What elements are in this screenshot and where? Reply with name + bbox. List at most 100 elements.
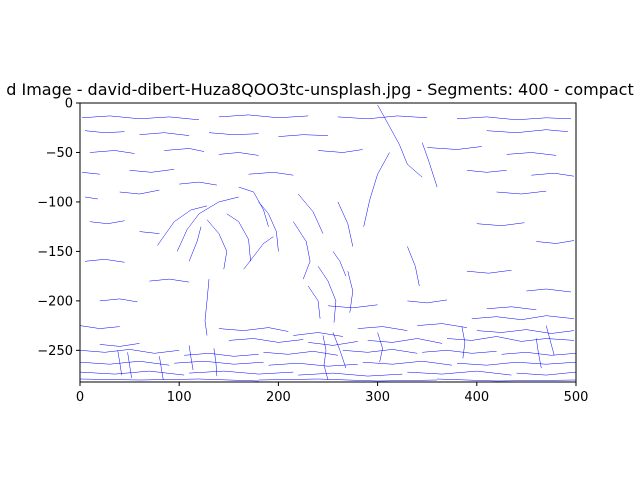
- segment-line: [218, 114, 309, 119]
- segment-line: [149, 278, 190, 283]
- segment-line: [377, 104, 423, 178]
- segment-line: [347, 271, 354, 313]
- y-axis: 0 −50 −100 −150 −200 −250: [37, 97, 80, 359]
- segment-line: [327, 304, 378, 309]
- y-tick-label: −100: [37, 195, 73, 210]
- segment-line: [81, 115, 200, 121]
- plot-area: [79, 104, 577, 382]
- segment-line: [81, 172, 100, 175]
- y-tick-label: −50: [46, 146, 73, 161]
- segment-line: [342, 349, 418, 354]
- segment-line: [417, 323, 467, 328]
- segment-line: [506, 152, 557, 156]
- segment-line: [466, 269, 512, 274]
- x-tick-label: 400: [464, 390, 489, 405]
- segment-line: [307, 285, 321, 319]
- segment-line: [531, 172, 575, 177]
- segment-line: [486, 129, 569, 133]
- segment-line: [89, 220, 125, 224]
- segment-line: [516, 371, 577, 376]
- segment-line: [79, 349, 180, 354]
- segment-line: [79, 370, 185, 376]
- y-tick-label: −150: [37, 245, 73, 260]
- segment-line: [377, 332, 383, 363]
- segment-line: [407, 370, 512, 376]
- segment-line: [407, 246, 420, 287]
- segment-line: [332, 332, 347, 369]
- segment-line: [238, 186, 269, 227]
- x-tick-label: 300: [365, 390, 390, 405]
- segment-line: [189, 370, 294, 375]
- segment-line: [258, 201, 279, 252]
- segment-line: [159, 356, 164, 381]
- segment-line: [422, 350, 497, 354]
- segment-line: [337, 201, 354, 247]
- axes-frame: [79, 102, 577, 383]
- segment-line: [208, 132, 259, 135]
- segment-line: [476, 329, 575, 334]
- segment-line: [204, 279, 210, 336]
- segment-line: [99, 343, 140, 347]
- segment-line: [298, 372, 403, 377]
- segment-line: [139, 231, 160, 234]
- segment-line: [213, 348, 218, 377]
- segment-line: [332, 251, 347, 277]
- x-tick-label: 100: [167, 390, 192, 405]
- segment-line: [536, 240, 575, 244]
- segment-line: [363, 152, 390, 227]
- segment-line: [79, 325, 120, 329]
- segment-line: [367, 338, 443, 344]
- segment-line: [545, 325, 555, 356]
- segment-line: [496, 190, 547, 195]
- segment-line: [79, 378, 259, 382]
- segment-line: [461, 326, 466, 359]
- segment-line: [79, 360, 170, 366]
- segment-line: [476, 222, 525, 226]
- segment-line: [318, 149, 363, 153]
- y-tick-label: −250: [37, 344, 73, 359]
- segment-line: [337, 115, 428, 120]
- x-tick-label: 200: [266, 390, 291, 405]
- segment-line: [308, 341, 358, 346]
- segment-line: [437, 378, 577, 382]
- segment-line: [226, 213, 251, 262]
- segment-line: [174, 360, 264, 365]
- segment-line: [456, 361, 577, 366]
- segment-line: [258, 378, 438, 382]
- x-tick-label: 500: [564, 390, 589, 405]
- segment-line: [293, 332, 343, 337]
- x-tick-label: 0: [76, 390, 84, 405]
- segment-line: [206, 219, 228, 270]
- segment-line: [84, 130, 125, 133]
- segment-line: [188, 345, 194, 371]
- segment-line: [218, 327, 289, 332]
- segment-line: [184, 353, 259, 357]
- segment-line: [526, 288, 572, 293]
- segment-line: [456, 116, 572, 121]
- segment-line: [357, 326, 408, 331]
- segment-line: [127, 352, 132, 379]
- segment-line: [99, 298, 138, 303]
- segment-line: [129, 169, 175, 173]
- y-tick-label: −200: [37, 294, 73, 309]
- segment-line: [164, 148, 205, 152]
- segment-line: [427, 146, 482, 150]
- segment-line: [84, 196, 98, 200]
- segment-line: [268, 362, 358, 367]
- segment-line: [536, 338, 542, 369]
- segment-line: [117, 350, 122, 376]
- segment-line: [486, 306, 537, 311]
- segment-line: [407, 299, 448, 304]
- segment-line: [293, 221, 311, 280]
- segment-line: [298, 193, 324, 234]
- segment-line: [421, 142, 438, 188]
- segment-line: [84, 259, 125, 263]
- segment-line: [317, 266, 337, 323]
- segment-line: [157, 205, 208, 246]
- segment-line: [119, 189, 160, 195]
- chart-title: d Image - david-dibert-Huza8QOO3tc-unspl…: [6, 80, 633, 99]
- segment-line: [466, 170, 507, 173]
- segment-lines: [79, 104, 577, 382]
